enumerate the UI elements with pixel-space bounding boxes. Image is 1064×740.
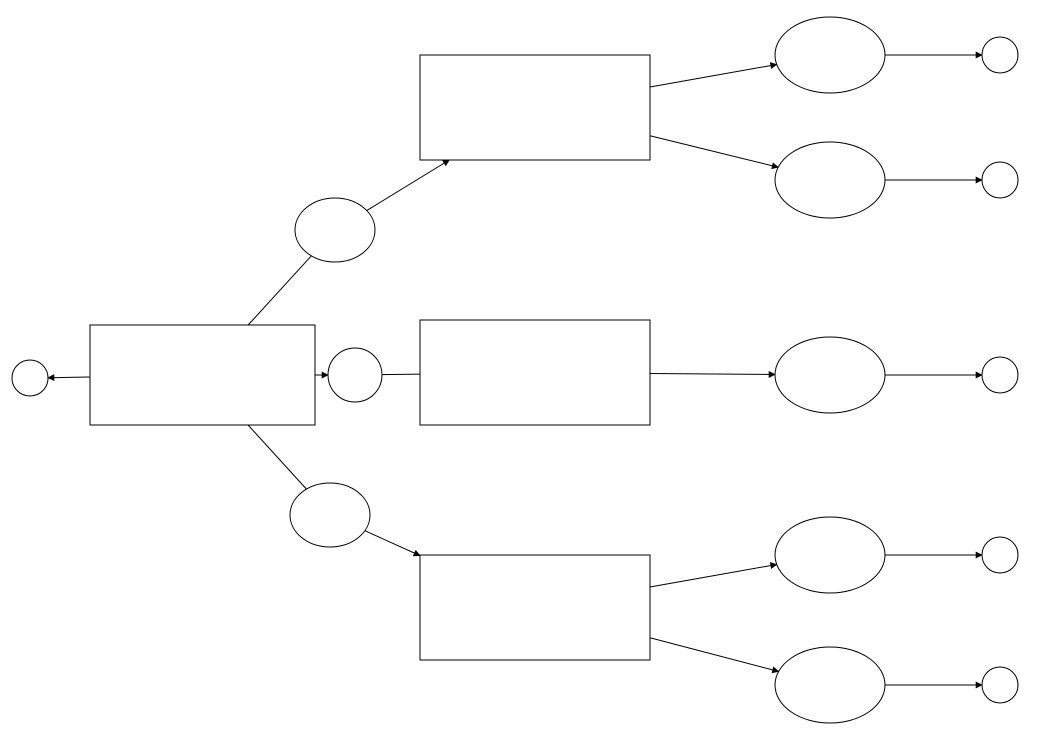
edge-link-top-to-rect-top (367, 160, 450, 211)
node-link-mid (328, 348, 382, 402)
node-root-rect (90, 325, 315, 425)
edge-root-rect-to-leaf-left (48, 377, 90, 378)
node-link-top (295, 198, 375, 262)
edge-root-rect-to-link-bot (248, 425, 306, 489)
node-leaf-top-1 (982, 37, 1018, 73)
node-rect-mid (420, 320, 650, 425)
edge-rect-mid-to-ell-mid (650, 373, 775, 374)
node-rect-bot (420, 555, 650, 660)
node-leaf-mid (982, 357, 1018, 393)
node-ell-top-1 (775, 17, 885, 93)
node-rect-top (420, 55, 650, 160)
tree-diagram (0, 0, 1064, 740)
node-ell-bot-1 (775, 517, 885, 593)
node-leaf-bot-2 (982, 667, 1018, 703)
node-leaf-bot-1 (982, 537, 1018, 573)
edge-link-mid-to-rect-mid (382, 374, 420, 375)
edge-rect-bot-to-ell-bot-2 (650, 638, 779, 672)
node-ell-mid (775, 337, 885, 413)
edge-rect-top-to-ell-top-1 (650, 64, 777, 87)
node-ell-bot-2 (775, 647, 885, 723)
node-leaf-top-2 (982, 162, 1018, 198)
node-ell-top-2 (775, 142, 885, 218)
edge-link-bot-to-rect-bot (365, 531, 420, 556)
edge-rect-bot-to-ell-bot-1 (650, 564, 777, 587)
node-link-bot (290, 483, 370, 547)
edge-rect-top-to-ell-top-2 (650, 136, 778, 168)
edge-root-rect-to-link-top (248, 256, 311, 325)
nodes (12, 17, 1018, 723)
node-leaf-left (12, 360, 48, 396)
